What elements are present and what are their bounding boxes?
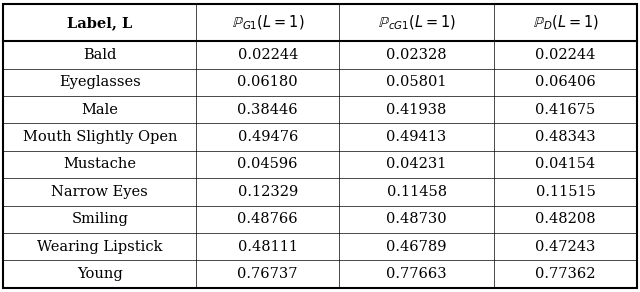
Text: 0.48730: 0.48730	[387, 212, 447, 226]
Text: 0.05801: 0.05801	[387, 75, 447, 89]
Text: 0.38446: 0.38446	[237, 103, 298, 117]
Text: Mustache: Mustache	[63, 157, 136, 171]
Text: 0.46789: 0.46789	[387, 239, 447, 253]
Text: Narrow Eyes: Narrow Eyes	[51, 185, 148, 199]
Text: 0.49476: 0.49476	[237, 130, 298, 144]
Text: 0.06180: 0.06180	[237, 75, 298, 89]
Text: Young: Young	[77, 267, 123, 281]
Text: $\mathbb{P}_{G1}(L=1)$: $\mathbb{P}_{G1}(L=1)$	[232, 14, 304, 32]
Text: Bald: Bald	[83, 48, 116, 62]
Text: 0.48766: 0.48766	[237, 212, 298, 226]
Text: 0.41938: 0.41938	[387, 103, 447, 117]
Text: 0.48208: 0.48208	[535, 212, 596, 226]
Text: 0.04231: 0.04231	[387, 157, 447, 171]
Text: 0.77362: 0.77362	[535, 267, 596, 281]
Text: Eyeglasses: Eyeglasses	[59, 75, 141, 89]
Text: 0.11458: 0.11458	[387, 185, 447, 199]
Text: 0.02328: 0.02328	[387, 48, 447, 62]
Text: Wearing Lipstick: Wearing Lipstick	[37, 239, 163, 253]
Text: 0.49413: 0.49413	[387, 130, 447, 144]
Text: $\mathbb{P}_{D}(L=1)$: $\mathbb{P}_{D}(L=1)$	[532, 14, 598, 32]
Text: $\mathbb{P}_{cG1}(L=1)$: $\mathbb{P}_{cG1}(L=1)$	[378, 14, 456, 32]
Text: 0.12329: 0.12329	[237, 185, 298, 199]
Text: 0.04154: 0.04154	[536, 157, 596, 171]
Text: Smiling: Smiling	[72, 212, 128, 226]
Text: Mouth Slightly Open: Mouth Slightly Open	[22, 130, 177, 144]
Text: Label, L: Label, L	[67, 16, 132, 30]
Text: 0.02244: 0.02244	[535, 48, 596, 62]
Text: 0.48111: 0.48111	[237, 239, 298, 253]
Text: Male: Male	[81, 103, 118, 117]
Text: 0.41675: 0.41675	[536, 103, 596, 117]
Text: 0.06406: 0.06406	[535, 75, 596, 89]
Text: 0.47243: 0.47243	[535, 239, 596, 253]
Text: 0.77663: 0.77663	[387, 267, 447, 281]
Text: 0.48343: 0.48343	[535, 130, 596, 144]
Text: 0.11515: 0.11515	[536, 185, 595, 199]
Text: 0.04596: 0.04596	[237, 157, 298, 171]
Text: 0.02244: 0.02244	[237, 48, 298, 62]
Text: 0.76737: 0.76737	[237, 267, 298, 281]
